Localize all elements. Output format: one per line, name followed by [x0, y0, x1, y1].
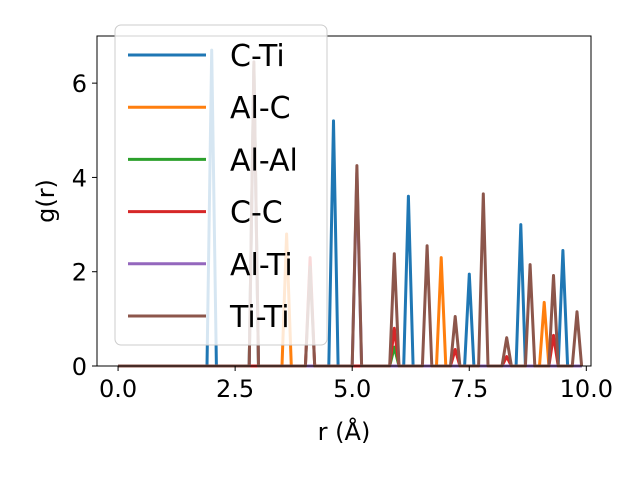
legend-entry-label: Al-C	[230, 91, 291, 126]
x-tick-label: 2.5	[216, 375, 254, 403]
x-tick-label: 0.0	[99, 375, 137, 403]
legend-entry-label: Al-Ti	[230, 248, 293, 283]
legend-box	[114, 24, 328, 346]
x-tick-label: 5.0	[333, 375, 371, 403]
legend-entry-label: C-C	[230, 196, 283, 231]
legend: C-Ti Al-C Al-Al C-C Al-Ti Ti-Ti	[114, 24, 328, 346]
y-axis-ticks: 0 2 4 6	[72, 70, 97, 381]
y-tick-label: 6	[72, 70, 87, 98]
x-axis-ticks: 0.0 2.5 5.0 7.5 10.0	[99, 366, 613, 403]
x-axis-label: r (Å)	[318, 417, 371, 446]
y-tick-label: 4	[72, 164, 87, 192]
x-tick-label: 10.0	[560, 375, 613, 403]
y-tick-label: 0	[72, 353, 87, 381]
legend-entry-label: C-Ti	[230, 39, 285, 74]
legend-entry-label: Ti-Ti	[229, 300, 290, 335]
y-tick-label: 2	[72, 259, 87, 287]
legend-entry-label: Al-Al	[230, 143, 298, 178]
axes-frame	[96, 35, 592, 367]
x-tick-label: 7.5	[450, 375, 488, 403]
y-axis-label: g(r)	[32, 179, 60, 223]
